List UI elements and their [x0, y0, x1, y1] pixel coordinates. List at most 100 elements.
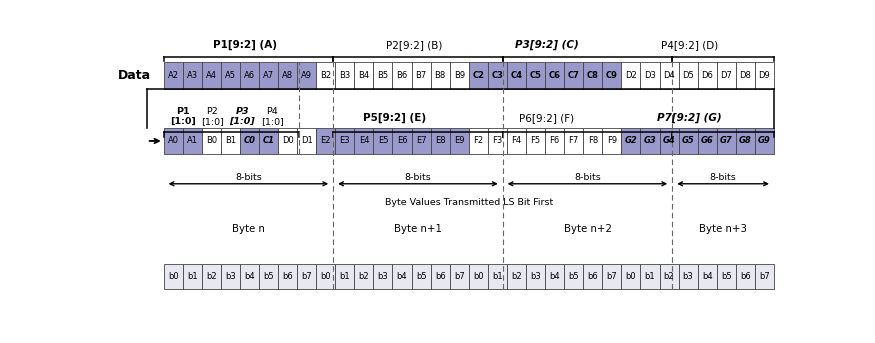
Bar [584, 128, 602, 154]
Bar [736, 128, 755, 154]
Text: b4: b4 [396, 272, 408, 281]
Text: B8: B8 [435, 71, 445, 80]
Text: A8: A8 [282, 71, 293, 80]
Bar [316, 62, 335, 89]
Text: D9: D9 [759, 71, 770, 80]
Text: b7: b7 [606, 272, 617, 281]
Text: b1: b1 [187, 272, 198, 281]
Bar [298, 128, 316, 154]
Bar [679, 264, 697, 289]
Bar [526, 128, 545, 154]
Bar [354, 62, 374, 89]
Bar [526, 264, 545, 289]
Text: b2: b2 [359, 272, 369, 281]
Bar [335, 62, 354, 89]
Bar [430, 264, 450, 289]
Bar [584, 62, 602, 89]
Text: b6: b6 [435, 272, 445, 281]
Text: A6: A6 [244, 71, 255, 80]
Bar [183, 264, 202, 289]
Bar [278, 128, 298, 154]
Text: E3: E3 [340, 137, 350, 145]
Text: D1: D1 [301, 137, 312, 145]
Bar [374, 62, 393, 89]
Bar [507, 62, 526, 89]
Text: F4: F4 [511, 137, 522, 145]
Bar [220, 264, 240, 289]
Bar [545, 128, 564, 154]
Bar [469, 128, 488, 154]
Text: b6: b6 [283, 272, 293, 281]
Bar [717, 264, 736, 289]
Bar [259, 264, 278, 289]
Text: C1: C1 [262, 137, 275, 145]
Bar [621, 128, 640, 154]
Text: G5: G5 [682, 137, 695, 145]
Text: E6: E6 [396, 137, 408, 145]
Bar [183, 128, 202, 154]
Text: b4: b4 [550, 272, 560, 281]
Text: Byte n+2: Byte n+2 [564, 224, 612, 234]
Text: E2: E2 [320, 137, 331, 145]
Text: C8: C8 [587, 71, 598, 80]
Text: b1: b1 [492, 272, 503, 281]
Bar [164, 128, 183, 154]
Bar [430, 128, 450, 154]
Bar [545, 264, 564, 289]
Text: A1: A1 [186, 137, 198, 145]
Text: D3: D3 [644, 71, 656, 80]
Text: B4: B4 [359, 71, 369, 80]
Text: 8-bits: 8-bits [235, 173, 262, 182]
Bar [374, 128, 393, 154]
Bar [660, 128, 679, 154]
Text: C4: C4 [510, 71, 522, 80]
Bar [316, 264, 335, 289]
Bar [450, 62, 469, 89]
Text: b0: b0 [320, 272, 331, 281]
Bar [298, 264, 316, 289]
Text: G8: G8 [739, 137, 752, 145]
Text: D6: D6 [701, 71, 713, 80]
Bar [411, 62, 430, 89]
Text: b7: b7 [759, 272, 770, 281]
Text: b5: b5 [569, 272, 579, 281]
Text: B5: B5 [377, 71, 388, 80]
Text: Byte n+3: Byte n+3 [699, 224, 747, 234]
Bar [278, 264, 298, 289]
Bar [469, 264, 488, 289]
Text: P6[9:2] (F): P6[9:2] (F) [519, 113, 574, 123]
Bar [202, 128, 220, 154]
Text: G2: G2 [625, 137, 637, 145]
Bar [278, 62, 298, 89]
Text: b1: b1 [340, 272, 350, 281]
Bar [640, 128, 660, 154]
Text: P4[9:2] (D): P4[9:2] (D) [661, 40, 718, 50]
Text: B7: B7 [416, 71, 427, 80]
Text: G4: G4 [662, 137, 676, 145]
Text: A3: A3 [186, 71, 198, 80]
Text: B2: B2 [320, 71, 332, 80]
Text: P3
[1:0]: P3 [1:0] [229, 107, 255, 126]
Text: A7: A7 [263, 71, 274, 80]
Bar [640, 62, 660, 89]
Text: F9: F9 [606, 137, 617, 145]
Bar [564, 128, 584, 154]
Bar [697, 128, 717, 154]
Text: Byte n: Byte n [232, 224, 265, 234]
Text: C5: C5 [529, 71, 542, 80]
Bar [679, 62, 697, 89]
Bar [736, 62, 755, 89]
Bar [393, 264, 411, 289]
Bar [584, 264, 602, 289]
Text: Byte Values Transmitted LS Bit First: Byte Values Transmitted LS Bit First [385, 198, 553, 207]
Bar [640, 264, 660, 289]
Text: G9: G9 [758, 137, 771, 145]
Bar [411, 264, 430, 289]
Text: C9: C9 [606, 71, 618, 80]
Bar [164, 62, 183, 89]
Bar [259, 62, 278, 89]
Bar [202, 62, 220, 89]
Bar [220, 128, 240, 154]
Text: F6: F6 [550, 137, 560, 145]
Text: P1[9:2] (A): P1[9:2] (A) [213, 40, 277, 50]
